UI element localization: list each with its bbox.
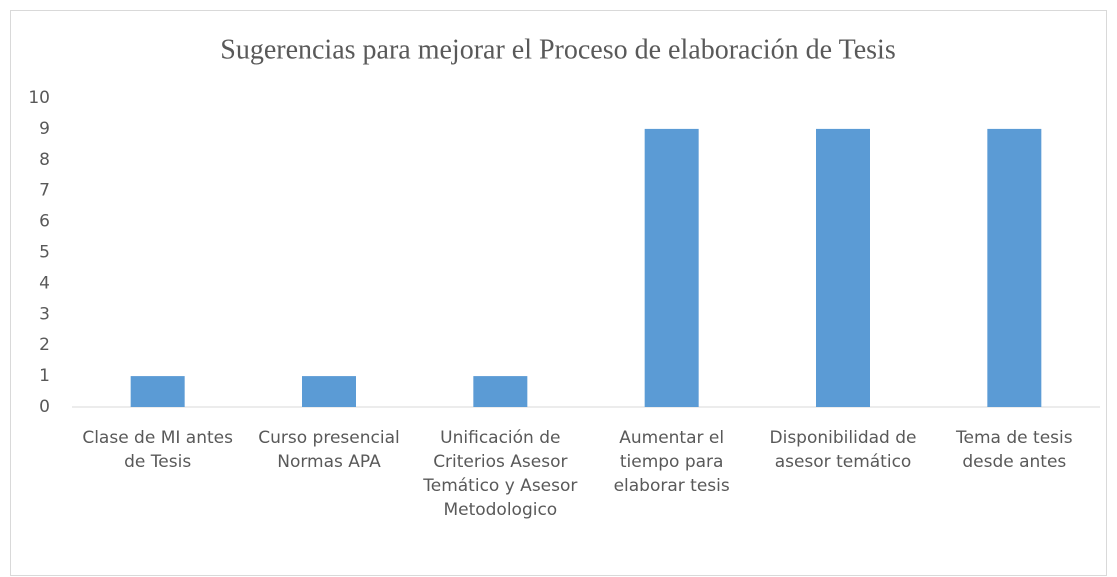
x-tick-label: Tema de tesis desde antes bbox=[955, 428, 1073, 472]
bar bbox=[473, 376, 528, 407]
y-tick-label: 10 bbox=[28, 88, 50, 108]
y-tick-label: 0 bbox=[39, 397, 50, 417]
bar bbox=[130, 376, 185, 407]
y-tick-label: 3 bbox=[39, 304, 50, 324]
x-tick-label: Curso presencial Normas APA bbox=[258, 428, 399, 472]
x-tick-label: Aumentar el tiempo para elaborar tesis bbox=[614, 428, 730, 496]
bar bbox=[302, 376, 356, 407]
y-tick-label: 9 bbox=[39, 119, 50, 139]
bar bbox=[644, 128, 699, 407]
y-tick-label: 4 bbox=[39, 273, 50, 293]
bar bbox=[816, 128, 870, 407]
y-tick-label: 7 bbox=[39, 181, 50, 201]
y-tick-label: 1 bbox=[39, 366, 50, 386]
bar bbox=[987, 128, 1042, 407]
y-tick-label: 6 bbox=[39, 212, 50, 232]
x-tick-label: Disponibilidad de asesor temático bbox=[770, 428, 917, 472]
x-tick-label: Unificación de Criterios Asesor Temático y… bbox=[422, 428, 577, 520]
x-tick-label: Clase de MI antes de Tesis bbox=[82, 428, 233, 472]
y-tick-label: 5 bbox=[39, 243, 50, 263]
y-tick-label: 2 bbox=[39, 335, 50, 355]
y-tick-label: 8 bbox=[39, 150, 50, 170]
chart-title: Sugerencias para mejorar el Proceso de e… bbox=[220, 34, 895, 65]
chart-border bbox=[10, 10, 1107, 576]
